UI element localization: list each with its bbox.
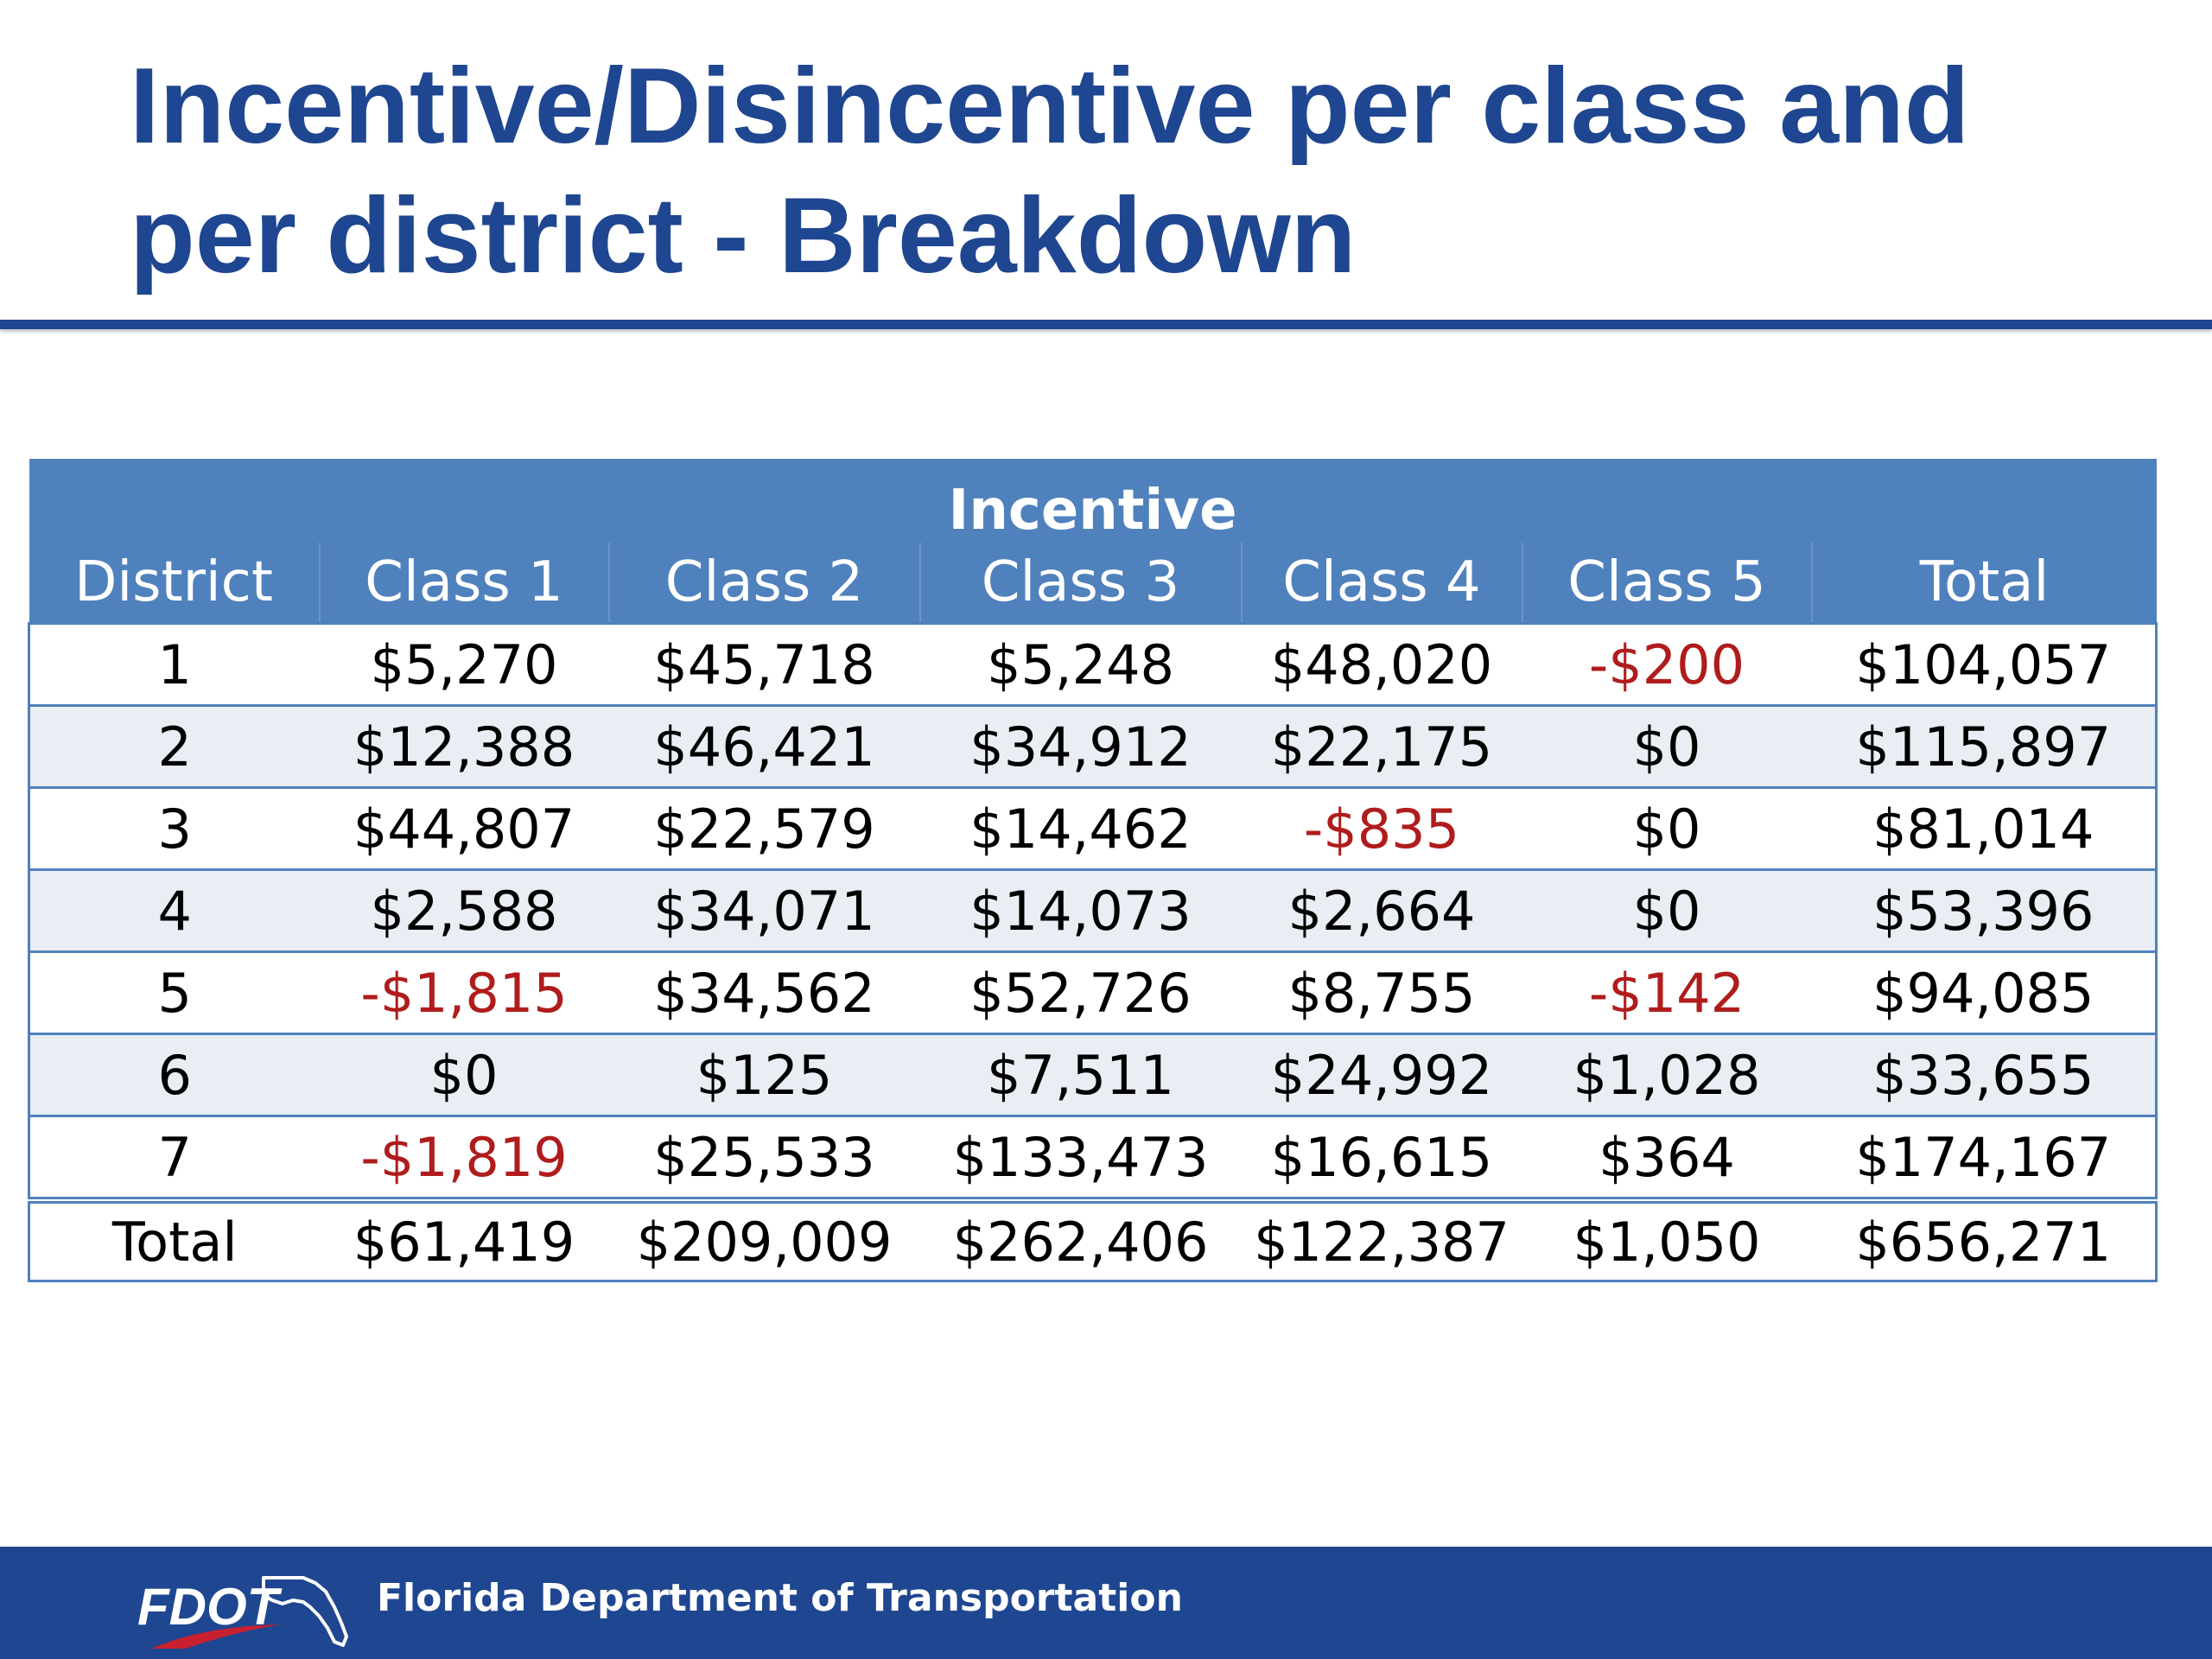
class-4-cell: $22,175: [1241, 704, 1522, 788]
column-header-district: District: [29, 543, 320, 624]
total-cell: $115,897: [1811, 704, 2158, 788]
incentive-table-container: Incentive District Class 1 Class 2 Class…: [28, 459, 2158, 1282]
class-5-cell: $364: [1522, 1115, 1812, 1200]
class-5-cell: $1,028: [1522, 1033, 1812, 1116]
table-body: 1 $5,270 $45,718 $5,248 $48,020 -$200 $1…: [28, 622, 2158, 1282]
column-header-class-5: Class 5: [1521, 543, 1812, 624]
district-cell: 4: [28, 868, 320, 952]
class-1-cell: $12,388: [319, 704, 609, 788]
class-4-cell: $16,615: [1241, 1115, 1522, 1200]
total-cell: $174,167: [1811, 1115, 2158, 1200]
grand-total-cell: $656,271: [1811, 1197, 2158, 1282]
district-cell: 2: [28, 704, 320, 788]
fdot-logo: FDOT: [137, 1576, 348, 1649]
class-5-cell: $0: [1522, 704, 1812, 788]
class-4-cell: -$835: [1241, 786, 1522, 870]
class-5-cell: $0: [1522, 868, 1812, 952]
class-4-cell: $48,020: [1241, 622, 1522, 706]
table-row: 5 -$1,815 $34,562 $52,726 $8,755 -$142 $…: [28, 950, 2158, 1034]
total-class-2-cell: $209,009: [608, 1197, 920, 1282]
table-row: 4 $2,588 $34,071 $14,073 $2,664 $0 $53,3…: [28, 868, 2158, 952]
class-3-cell: $34,912: [919, 704, 1242, 788]
total-cell: $104,057: [1811, 622, 2158, 706]
class-4-cell: $2,664: [1241, 868, 1522, 952]
class-5-cell: -$142: [1522, 950, 1812, 1034]
class-1-cell: $5,270: [319, 622, 609, 706]
total-row-label: Total: [28, 1197, 320, 1282]
title-line-2: per district - Breakdown: [130, 176, 1357, 296]
total-class-1-cell: $61,419: [319, 1197, 609, 1282]
incentive-table: Incentive District Class 1 Class 2 Class…: [28, 459, 2158, 1282]
footer-org-name: Florida Department of Transportation: [377, 1576, 1183, 1620]
total-class-4-cell: $122,387: [1241, 1197, 1522, 1282]
class-2-cell: $125: [608, 1033, 920, 1116]
class-2-cell: $25,533: [608, 1115, 920, 1200]
class-3-cell: $14,462: [919, 786, 1242, 870]
column-header-class-2: Class 2: [607, 543, 920, 624]
district-cell: 3: [28, 786, 320, 870]
class-5-cell: -$200: [1522, 622, 1812, 706]
class-3-cell: $14,073: [919, 868, 1242, 952]
class-1-cell: $2,588: [319, 868, 609, 952]
class-1-cell: -$1,815: [319, 950, 609, 1034]
column-header-class-3: Class 3: [918, 543, 1242, 624]
class-1-cell: $44,807: [319, 786, 609, 870]
class-2-cell: $45,718: [608, 622, 920, 706]
table-row: 6 $0 $125 $7,511 $24,992 $1,028 $33,655: [28, 1033, 2158, 1116]
district-cell: 5: [28, 950, 320, 1034]
class-2-cell: $46,421: [608, 704, 920, 788]
class-3-cell: $7,511: [919, 1033, 1242, 1116]
total-row: Total $61,419 $209,009 $262,406 $122,387…: [28, 1197, 2158, 1282]
total-cell: $33,655: [1811, 1033, 2158, 1116]
fdot-logo-text: FDOT: [137, 1578, 283, 1636]
district-cell: 1: [28, 622, 320, 706]
total-cell: $81,014: [1811, 786, 2158, 870]
table-row: 3 $44,807 $22,579 $14,462 -$835 $0 $81,0…: [28, 786, 2158, 870]
total-class-5-cell: $1,050: [1522, 1197, 1812, 1282]
table-row: 2 $12,388 $46,421 $34,912 $22,175 $0 $11…: [28, 704, 2158, 788]
district-cell: 7: [28, 1115, 320, 1200]
footer-bar: FDOT Florida Department of Transportatio…: [0, 1547, 2212, 1659]
class-1-cell: $0: [319, 1033, 609, 1116]
incentive-group-header: Incentive: [29, 459, 2157, 543]
column-header-class-4: Class 4: [1240, 543, 1522, 624]
class-5-cell: $0: [1522, 786, 1812, 870]
table-row: 7 -$1,819 $25,533 $133,473 $16,615 $364 …: [28, 1115, 2158, 1200]
class-1-cell: -$1,819: [319, 1115, 609, 1200]
column-header-total: Total: [1810, 543, 2157, 624]
total-cell: $53,396: [1811, 868, 2158, 952]
class-3-cell: $133,473: [919, 1115, 1242, 1200]
class-4-cell: $24,992: [1241, 1033, 1522, 1116]
table-row: 1 $5,270 $45,718 $5,248 $48,020 -$200 $1…: [28, 622, 2158, 706]
title-divider: [0, 320, 2212, 329]
class-2-cell: $22,579: [608, 786, 920, 870]
page-title: Incentive/Disincentive per class and per…: [130, 41, 2117, 301]
class-2-cell: $34,562: [608, 950, 920, 1034]
class-3-cell: $52,726: [919, 950, 1242, 1034]
total-class-3-cell: $262,406: [919, 1197, 1242, 1282]
district-cell: 6: [28, 1033, 320, 1116]
class-2-cell: $34,071: [608, 868, 920, 952]
class-3-cell: $5,248: [919, 622, 1242, 706]
column-header-class-1: Class 1: [318, 543, 609, 624]
title-line-1: Incentive/Disincentive per class and: [130, 47, 1970, 166]
total-cell: $94,085: [1811, 950, 2158, 1034]
class-4-cell: $8,755: [1241, 950, 1522, 1034]
